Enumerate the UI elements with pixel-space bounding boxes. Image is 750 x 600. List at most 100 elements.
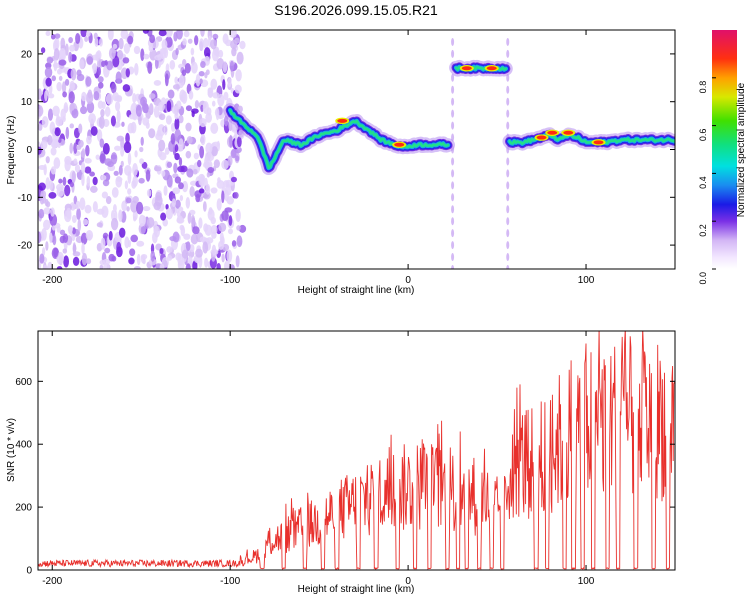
noise-blob bbox=[85, 144, 90, 157]
noise-blob bbox=[75, 33, 81, 45]
gap-streak bbox=[506, 241, 510, 250]
noise-blob bbox=[227, 155, 233, 166]
noise-blob bbox=[122, 57, 130, 64]
noise-blob bbox=[184, 62, 191, 74]
noise-blob bbox=[84, 36, 89, 43]
noise-blob bbox=[56, 266, 63, 269]
noise-blob bbox=[95, 154, 101, 160]
noise-blob bbox=[38, 182, 46, 191]
noise-blob bbox=[50, 147, 57, 156]
noise-blob bbox=[47, 108, 54, 121]
noise-blob bbox=[185, 241, 191, 252]
snr-ytick-label: 600 bbox=[15, 377, 32, 388]
noise-blob bbox=[181, 91, 188, 104]
noise-blob bbox=[166, 254, 173, 261]
gap-streak bbox=[451, 85, 455, 94]
noise-blob bbox=[116, 49, 124, 60]
spectrogram-ylabel: Frequency (Hz) bbox=[6, 116, 17, 185]
noise-blob bbox=[190, 61, 198, 74]
noise-blob bbox=[189, 186, 195, 198]
noise-blob bbox=[82, 218, 89, 226]
noise-blob bbox=[216, 198, 222, 211]
noise-blob bbox=[98, 82, 104, 89]
noise-blob bbox=[190, 47, 195, 56]
spectrogram-xtick-label: -100 bbox=[220, 275, 240, 286]
noise-blob bbox=[99, 138, 105, 148]
noise-blob bbox=[235, 155, 240, 162]
noise-blob bbox=[133, 45, 141, 55]
noise-blob bbox=[92, 201, 98, 213]
noise-blob bbox=[234, 84, 242, 94]
noise-blob bbox=[98, 37, 103, 47]
colorbar-gradient bbox=[712, 30, 737, 269]
noise-blob bbox=[189, 244, 195, 253]
noise-blob bbox=[122, 84, 131, 92]
noise-blob bbox=[174, 76, 179, 85]
colorbar-tick-label: 0.2 bbox=[698, 224, 708, 237]
noise-blob bbox=[148, 128, 156, 139]
noise-blob bbox=[140, 225, 146, 235]
noise-blob bbox=[72, 227, 76, 235]
noise-blob bbox=[158, 139, 166, 152]
noise-blob bbox=[159, 247, 164, 255]
spectrogram-ytick-label: -10 bbox=[18, 193, 33, 204]
noise-blob bbox=[171, 198, 176, 208]
noise-blob bbox=[157, 124, 166, 137]
noise-blob bbox=[111, 210, 115, 221]
gap-streak bbox=[506, 109, 510, 118]
noise-blob bbox=[52, 234, 57, 246]
noise-blob bbox=[56, 81, 62, 92]
noise-blob bbox=[106, 60, 114, 71]
noise-blob bbox=[190, 233, 199, 245]
noise-blob bbox=[99, 259, 106, 266]
spectrogram-xtick-label: 0 bbox=[405, 275, 411, 286]
noise-blob bbox=[53, 157, 61, 169]
noise-blob bbox=[138, 177, 145, 184]
noise-blob bbox=[175, 252, 182, 261]
noise-blob bbox=[73, 142, 78, 154]
noise-blob bbox=[139, 146, 144, 153]
noise-blob bbox=[239, 40, 246, 50]
noise-blob bbox=[116, 110, 121, 123]
noise-blob bbox=[85, 229, 94, 241]
noise-blob bbox=[108, 230, 113, 241]
noise-blob bbox=[226, 249, 233, 263]
noise-blob bbox=[194, 100, 200, 109]
snr-series-line bbox=[38, 331, 675, 570]
noise-blob bbox=[112, 204, 117, 213]
noise-blob bbox=[218, 49, 224, 58]
noise-blob bbox=[90, 185, 98, 193]
noise-blob bbox=[62, 91, 67, 98]
noise-blob bbox=[143, 53, 150, 60]
noise-blob bbox=[128, 257, 135, 265]
noise-blob bbox=[188, 90, 194, 100]
noise-blob bbox=[69, 44, 76, 52]
hotspot-core bbox=[461, 66, 472, 71]
noise-blob bbox=[224, 207, 233, 213]
noise-blob bbox=[170, 122, 176, 132]
gap-streak bbox=[451, 265, 455, 269]
noise-blob bbox=[130, 200, 138, 213]
noise-blob bbox=[136, 240, 145, 247]
noise-blob bbox=[45, 30, 51, 37]
noise-blob bbox=[167, 89, 175, 99]
snr-panel: -200 -100 0 100 0 200 400 600 Height of straigh… bbox=[6, 330, 676, 595]
noise-blob bbox=[59, 48, 66, 60]
noise-blob bbox=[211, 100, 216, 107]
noise-blob bbox=[85, 91, 94, 105]
noise-blob bbox=[218, 240, 225, 250]
noise-blob bbox=[178, 206, 184, 212]
noise-blob bbox=[210, 78, 218, 90]
gap-streak bbox=[506, 181, 510, 190]
noise-blob bbox=[62, 248, 68, 254]
noise-blob bbox=[221, 159, 229, 170]
noise-blob bbox=[43, 163, 47, 176]
noise-blob bbox=[41, 247, 46, 256]
noise-blob bbox=[127, 240, 132, 248]
noise-blob bbox=[45, 156, 50, 164]
noise-blob bbox=[54, 127, 61, 137]
noise-blob bbox=[62, 176, 67, 186]
noise-blob bbox=[229, 134, 233, 148]
noise-blob bbox=[153, 225, 161, 238]
noise-blob bbox=[125, 197, 132, 204]
